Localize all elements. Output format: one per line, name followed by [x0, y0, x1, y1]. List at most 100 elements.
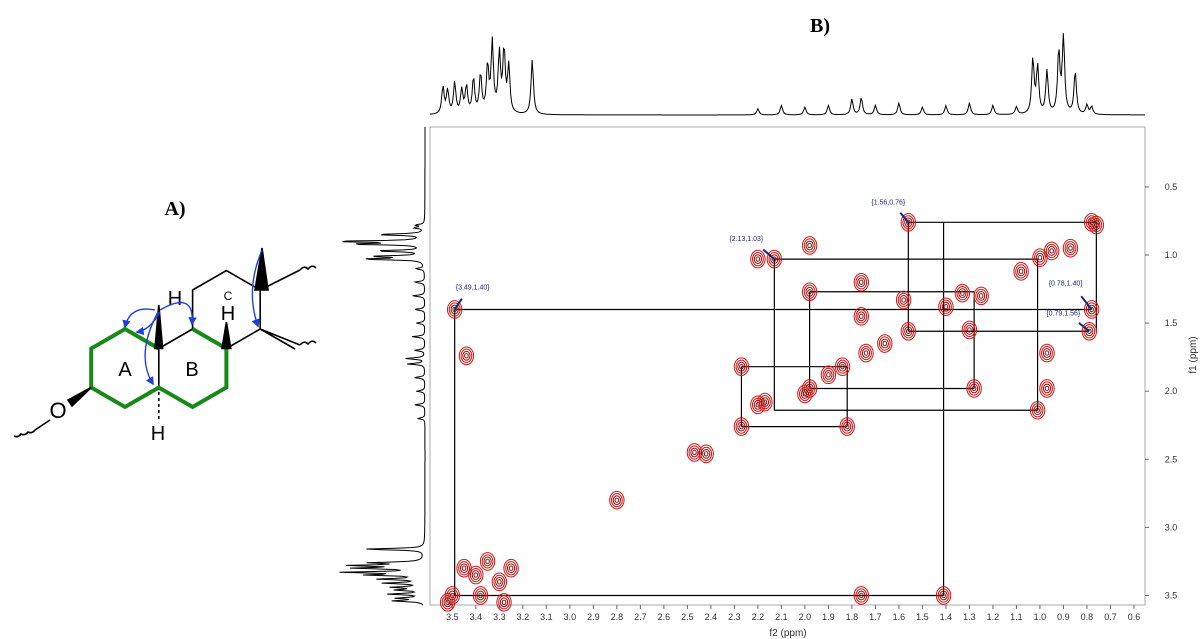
- arrow: [159, 301, 197, 326]
- contour: [468, 565, 484, 585]
- contour: [902, 215, 915, 230]
- contour: [855, 588, 868, 603]
- contour: [956, 286, 969, 301]
- peak: [1013, 262, 1029, 281]
- peak: [1088, 215, 1105, 235]
- contour: [805, 383, 814, 394]
- peak: [820, 365, 837, 385]
- contour: [501, 599, 507, 605]
- wavy-bond: [13, 419, 51, 438]
- contour: [1081, 321, 1097, 341]
- peak: [900, 321, 917, 341]
- wedge: [221, 321, 232, 350]
- peak: [938, 297, 954, 317]
- contour: [448, 302, 461, 317]
- contour: [750, 249, 766, 269]
- contour: [1017, 266, 1026, 277]
- contour: [882, 340, 888, 347]
- y-tick-label: 3.5: [1165, 590, 1178, 600]
- contour: [506, 563, 516, 574]
- contour: [839, 417, 855, 436]
- wedge: [254, 247, 269, 291]
- annotation-arrow: [762, 248, 775, 260]
- contour: [895, 290, 912, 310]
- contour: [1062, 238, 1079, 258]
- peak: [966, 379, 982, 398]
- contour: [1085, 302, 1098, 317]
- peak: [877, 334, 893, 353]
- arrow: [135, 311, 161, 336]
- peak: [439, 592, 456, 612]
- contour: [609, 490, 625, 510]
- contour: [478, 592, 483, 599]
- contour: [508, 565, 514, 571]
- contour: [943, 304, 949, 310]
- contour: [1087, 304, 1096, 315]
- contour: [970, 383, 979, 394]
- contour: [610, 493, 623, 508]
- x-tick-label: 2.8: [611, 612, 624, 622]
- contour: [967, 327, 972, 333]
- contour: [960, 290, 965, 296]
- left-projection: [339, 127, 426, 606]
- x-tick-label: 3.1: [540, 612, 553, 622]
- contour: [1033, 405, 1042, 416]
- wedge: [154, 304, 164, 350]
- contour: [491, 572, 508, 592]
- contour: [498, 595, 510, 610]
- wavy-bond: [299, 265, 317, 346]
- contour: [770, 254, 779, 264]
- contour: [1083, 300, 1100, 319]
- x-tick-label: 0.8: [1081, 612, 1094, 622]
- contour: [834, 357, 851, 376]
- atom-label: H: [168, 288, 182, 310]
- x-tick-label: 3.0: [564, 612, 577, 622]
- peak: [1039, 343, 1055, 363]
- contour: [1035, 407, 1040, 413]
- contour: [954, 283, 971, 303]
- contour: [483, 556, 492, 567]
- contour: [1037, 255, 1043, 261]
- x-tick-label: 1.9: [822, 612, 835, 622]
- peak: [853, 272, 870, 292]
- contour: [450, 304, 459, 315]
- contour: [978, 293, 984, 299]
- peak: [1083, 300, 1100, 319]
- x-tick-label: 3.5: [446, 612, 459, 622]
- x-tick-label: 2.3: [728, 612, 741, 622]
- contour: [900, 213, 917, 232]
- contour: [471, 570, 480, 580]
- top-projection: [429, 33, 1145, 116]
- contour: [860, 345, 872, 361]
- contour: [1043, 241, 1060, 261]
- peak: [609, 490, 625, 510]
- contour: [750, 395, 766, 415]
- peak: [458, 346, 475, 366]
- panel-label: A): [164, 198, 185, 220]
- contour: [753, 254, 762, 264]
- peak: [750, 249, 766, 269]
- x-tick-label: 0.9: [1057, 612, 1070, 622]
- contour: [902, 324, 915, 339]
- contour: [702, 448, 711, 459]
- contour: [857, 311, 866, 322]
- structure: A) A B C H H H O: [13, 198, 317, 445]
- x-tick-label: 3.4: [470, 612, 483, 622]
- contour: [975, 288, 988, 303]
- x-tick-label: 2.9: [587, 612, 600, 622]
- x-tick-label: 1.0: [1034, 612, 1047, 622]
- contour: [469, 567, 482, 583]
- contour: [1047, 246, 1056, 256]
- contour: [1088, 215, 1105, 235]
- peak: [961, 320, 978, 340]
- x-tick-label: 3.3: [493, 612, 506, 622]
- contour: [844, 423, 850, 430]
- x-tick-label: 1.8: [846, 612, 859, 622]
- contour: [966, 379, 982, 398]
- contour: [906, 328, 911, 334]
- peak: [733, 417, 750, 436]
- hmbc-arrows: [122, 249, 263, 386]
- contour: [840, 363, 845, 370]
- contour: [838, 361, 847, 372]
- x-tick-label: 1.6: [893, 612, 906, 622]
